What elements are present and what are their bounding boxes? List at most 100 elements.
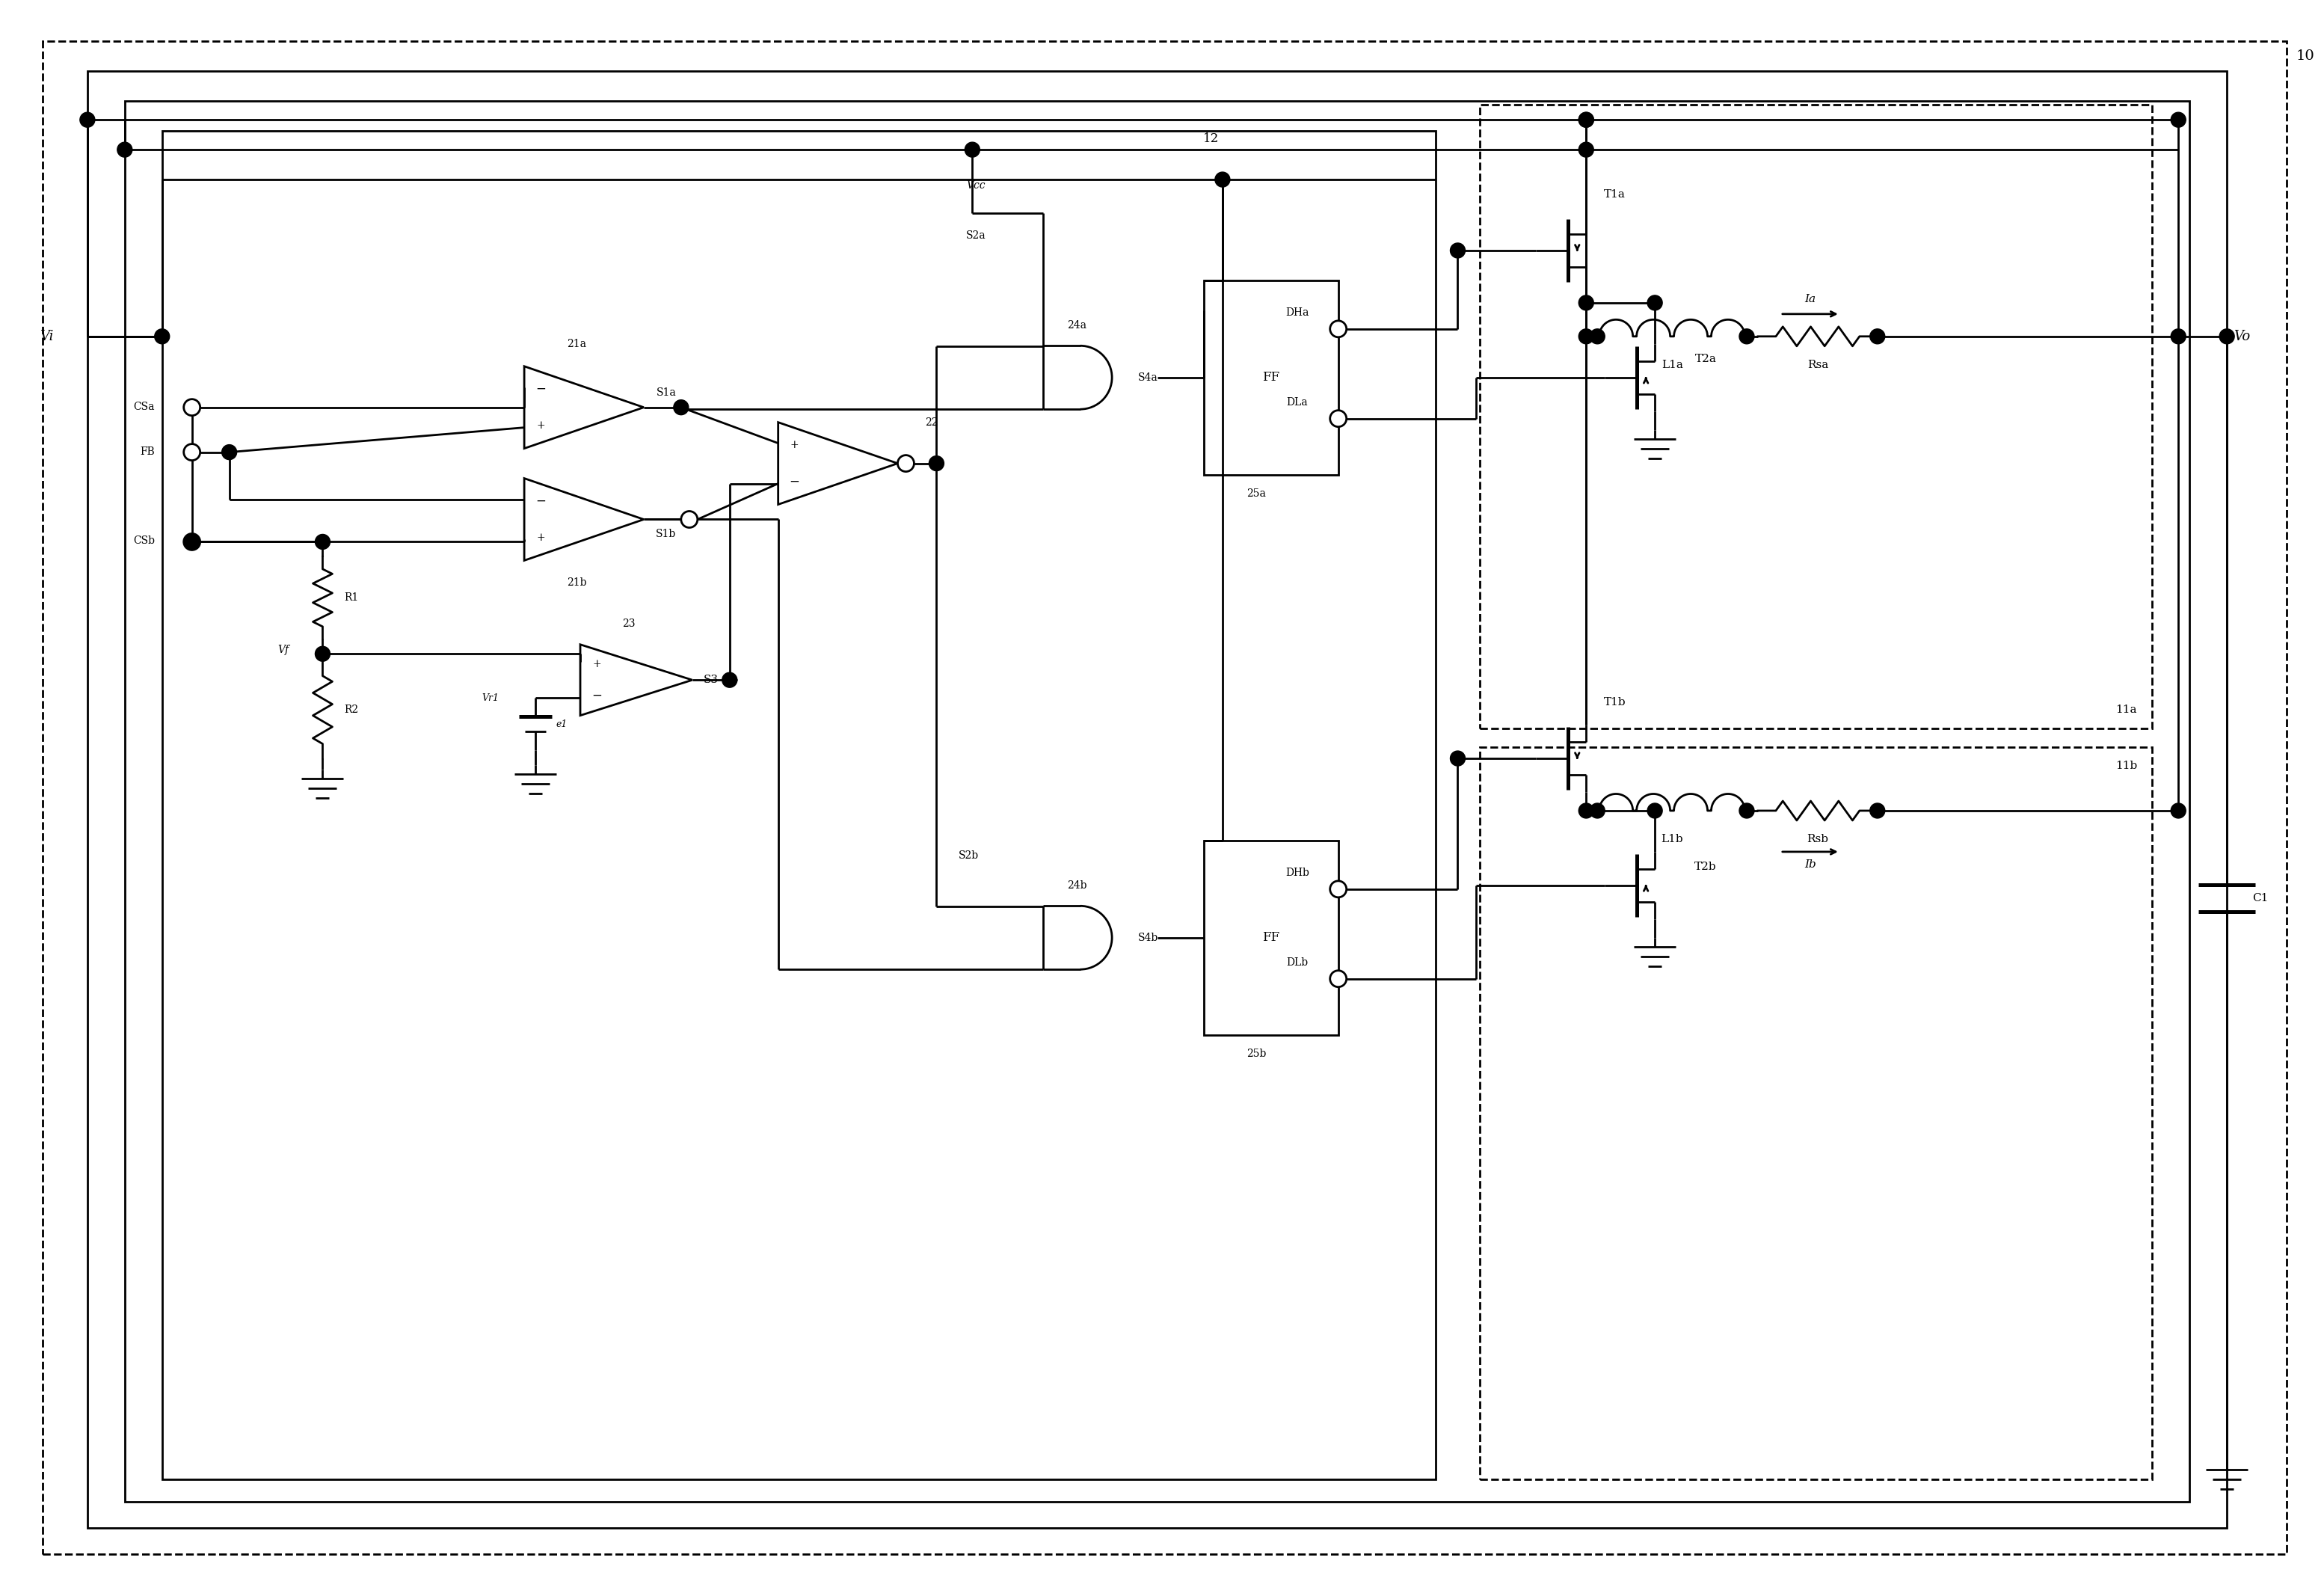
- Circle shape: [681, 511, 697, 528]
- Circle shape: [1215, 172, 1229, 187]
- Circle shape: [1329, 321, 1346, 337]
- Text: Ib: Ib: [1803, 859, 1815, 870]
- Text: S4a: S4a: [1139, 372, 1157, 383]
- Text: S2b: S2b: [957, 851, 978, 860]
- Circle shape: [723, 672, 737, 688]
- Circle shape: [2171, 112, 2187, 128]
- Text: Vi: Vi: [40, 330, 53, 343]
- Text: 24b: 24b: [1067, 879, 1088, 891]
- Bar: [1480, 747, 2152, 1479]
- Circle shape: [156, 329, 170, 343]
- Text: C1: C1: [2252, 894, 2268, 903]
- Text: 25a: 25a: [1246, 488, 1267, 498]
- Text: DLa: DLa: [1287, 397, 1308, 407]
- Circle shape: [1578, 112, 1594, 128]
- Circle shape: [1329, 970, 1346, 986]
- Circle shape: [1738, 803, 1755, 819]
- Circle shape: [79, 112, 95, 128]
- Circle shape: [184, 399, 200, 415]
- Text: 22: 22: [925, 417, 939, 428]
- Circle shape: [184, 535, 200, 549]
- Circle shape: [116, 142, 132, 156]
- Circle shape: [221, 445, 237, 460]
- Text: S1a: S1a: [655, 388, 676, 397]
- Text: FF: FF: [1262, 372, 1281, 385]
- Bar: [125, 101, 2189, 1502]
- Text: −: −: [790, 476, 799, 488]
- Circle shape: [2171, 329, 2187, 343]
- Circle shape: [1450, 752, 1464, 766]
- Circle shape: [1648, 295, 1662, 310]
- Circle shape: [1590, 803, 1606, 819]
- Bar: [1204, 281, 1339, 474]
- Circle shape: [184, 444, 200, 460]
- Circle shape: [1738, 329, 1755, 343]
- Text: 10: 10: [2296, 49, 2315, 62]
- Text: −: −: [535, 495, 546, 508]
- Text: 11a: 11a: [2115, 704, 2136, 715]
- Bar: [163, 131, 1436, 1479]
- Circle shape: [930, 456, 944, 471]
- Text: DHb: DHb: [1285, 868, 1308, 878]
- Text: R1: R1: [344, 592, 358, 603]
- Circle shape: [1578, 295, 1594, 310]
- Circle shape: [1871, 803, 1885, 819]
- Circle shape: [1871, 329, 1885, 343]
- Text: R2: R2: [344, 704, 358, 715]
- Circle shape: [1578, 803, 1594, 819]
- Text: FB: FB: [139, 447, 156, 456]
- Text: 21a: 21a: [567, 338, 586, 350]
- Circle shape: [1329, 881, 1346, 897]
- Text: 11b: 11b: [2115, 761, 2138, 771]
- Text: S1b: S1b: [655, 530, 676, 539]
- Text: FF: FF: [1262, 932, 1281, 943]
- Text: S3: S3: [704, 675, 718, 685]
- Text: 25b: 25b: [1246, 1049, 1267, 1058]
- Text: CSb: CSb: [132, 536, 156, 546]
- Text: T1a: T1a: [1604, 190, 1624, 200]
- Text: Vo: Vo: [2233, 330, 2250, 343]
- Circle shape: [1578, 142, 1594, 156]
- Bar: [1204, 841, 1339, 1034]
- Text: Rsb: Rsb: [1806, 833, 1829, 844]
- Text: +: +: [593, 659, 602, 670]
- Text: 24a: 24a: [1067, 319, 1088, 330]
- Text: DLb: DLb: [1285, 958, 1308, 967]
- Text: CSa: CSa: [132, 401, 156, 412]
- Circle shape: [1329, 410, 1346, 426]
- Text: T2b: T2b: [1694, 862, 1717, 871]
- Text: Rsa: Rsa: [1808, 359, 1829, 370]
- Text: −: −: [535, 383, 546, 396]
- Circle shape: [897, 455, 913, 471]
- Circle shape: [184, 535, 200, 549]
- Circle shape: [2219, 329, 2233, 343]
- Circle shape: [674, 401, 688, 415]
- Text: Vf: Vf: [277, 645, 288, 656]
- Text: 12: 12: [1204, 132, 1220, 145]
- Text: 21b: 21b: [567, 578, 586, 587]
- Text: e1: e1: [555, 720, 567, 729]
- Text: Ia: Ia: [1803, 294, 1815, 305]
- Circle shape: [1648, 803, 1662, 819]
- Text: T2a: T2a: [1694, 354, 1717, 364]
- Text: −: −: [593, 689, 602, 702]
- Bar: [1480, 105, 2152, 728]
- Circle shape: [1578, 329, 1594, 343]
- Text: T1b: T1b: [1604, 697, 1624, 707]
- Text: Vcc: Vcc: [967, 180, 985, 192]
- Circle shape: [316, 535, 330, 549]
- Text: S4b: S4b: [1139, 932, 1157, 943]
- Circle shape: [2171, 803, 2187, 819]
- Text: +: +: [537, 531, 546, 543]
- Text: S2a: S2a: [967, 230, 985, 241]
- Circle shape: [316, 646, 330, 661]
- Text: L1a: L1a: [1662, 359, 1683, 370]
- Circle shape: [1590, 329, 1606, 343]
- Text: L1b: L1b: [1662, 833, 1683, 844]
- Circle shape: [1578, 112, 1594, 128]
- Text: +: +: [790, 440, 799, 450]
- Text: 23: 23: [623, 619, 634, 629]
- Circle shape: [1450, 243, 1464, 259]
- Text: +: +: [537, 420, 546, 431]
- Text: DHa: DHa: [1285, 308, 1308, 318]
